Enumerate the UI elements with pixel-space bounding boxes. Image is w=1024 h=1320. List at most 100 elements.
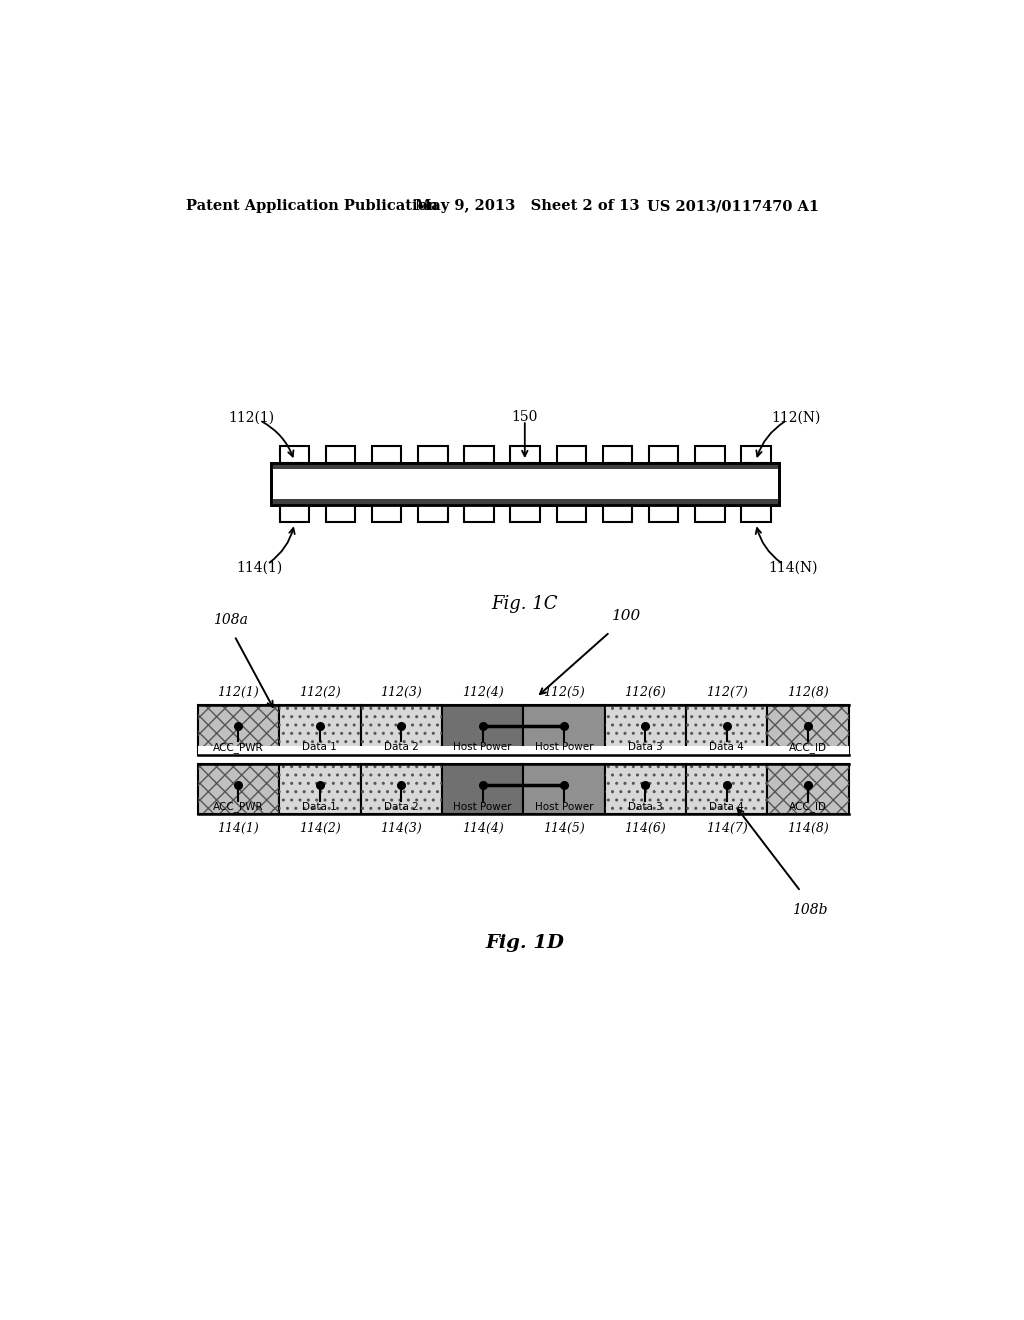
Bar: [741, 506, 771, 521]
Bar: [767, 705, 849, 755]
Bar: [604, 705, 686, 755]
Text: 114(1): 114(1): [237, 560, 283, 574]
Bar: [280, 446, 309, 462]
Text: 114(N): 114(N): [768, 560, 818, 574]
Text: May 9, 2013   Sheet 2 of 13: May 9, 2013 Sheet 2 of 13: [415, 199, 639, 213]
Text: Host Power: Host Power: [454, 801, 512, 812]
Bar: [360, 705, 442, 755]
Bar: [326, 446, 355, 462]
Bar: [510, 446, 540, 462]
Text: Host Power: Host Power: [535, 742, 593, 752]
Text: Fig. 1C: Fig. 1C: [492, 595, 558, 612]
Bar: [604, 764, 686, 814]
Bar: [418, 446, 447, 462]
Text: 114(5): 114(5): [543, 822, 585, 836]
Text: Data 1: Data 1: [302, 801, 337, 812]
Text: Data 4: Data 4: [710, 742, 744, 752]
Bar: [372, 446, 401, 462]
Bar: [280, 506, 309, 521]
Text: Data 3: Data 3: [628, 742, 663, 752]
Bar: [686, 764, 767, 814]
Bar: [686, 764, 767, 814]
Text: Patent Application Publication: Patent Application Publication: [186, 199, 438, 213]
Bar: [360, 705, 442, 755]
Bar: [326, 506, 355, 521]
Bar: [372, 506, 401, 521]
Text: Host Power: Host Power: [454, 742, 512, 752]
Bar: [198, 746, 849, 755]
Text: 108a: 108a: [213, 612, 248, 627]
Bar: [360, 764, 442, 814]
Bar: [271, 499, 779, 506]
Bar: [198, 705, 280, 755]
Bar: [280, 705, 360, 755]
Text: 114(1): 114(1): [217, 822, 259, 836]
Bar: [271, 462, 779, 469]
Text: 112(N): 112(N): [771, 411, 821, 424]
Bar: [271, 462, 779, 506]
Bar: [767, 705, 849, 755]
Bar: [603, 446, 632, 462]
Bar: [442, 705, 523, 755]
Text: 114(8): 114(8): [787, 822, 829, 836]
Text: 112(5): 112(5): [543, 686, 585, 700]
Text: ACC_ID: ACC_ID: [790, 742, 827, 752]
Text: ACC_ID: ACC_ID: [790, 801, 827, 812]
Text: Data 1: Data 1: [302, 742, 337, 752]
Text: ACC_PWR: ACC_PWR: [213, 801, 264, 812]
Bar: [741, 446, 771, 462]
Text: 112(8): 112(8): [787, 686, 829, 700]
Bar: [523, 764, 604, 814]
Bar: [280, 764, 360, 814]
Text: 112(3): 112(3): [380, 686, 422, 700]
Text: Data 4: Data 4: [710, 801, 744, 812]
Text: 108b: 108b: [793, 903, 827, 917]
Text: US 2013/0117470 A1: US 2013/0117470 A1: [647, 199, 819, 213]
Bar: [557, 446, 586, 462]
Bar: [523, 705, 604, 755]
Text: Data 2: Data 2: [384, 801, 419, 812]
Text: 112(2): 112(2): [299, 686, 341, 700]
Text: 114(7): 114(7): [706, 822, 748, 836]
Text: 112(1): 112(1): [217, 686, 259, 700]
Bar: [464, 506, 494, 521]
Bar: [360, 764, 442, 814]
Text: 112(4): 112(4): [462, 686, 504, 700]
Bar: [464, 446, 494, 462]
Bar: [767, 764, 849, 814]
Text: Data 2: Data 2: [384, 742, 419, 752]
Text: 114(4): 114(4): [462, 822, 504, 836]
Bar: [418, 506, 447, 521]
Text: 112(1): 112(1): [228, 411, 274, 424]
Text: 112(6): 112(6): [625, 686, 667, 700]
Text: Host Power: Host Power: [535, 801, 593, 812]
Text: ACC_PWR: ACC_PWR: [213, 742, 264, 752]
Bar: [649, 446, 678, 462]
Text: 150: 150: [512, 411, 538, 424]
Text: 114(2): 114(2): [299, 822, 341, 836]
Bar: [557, 506, 586, 521]
Bar: [280, 764, 360, 814]
Bar: [695, 506, 725, 521]
Bar: [767, 764, 849, 814]
Bar: [604, 764, 686, 814]
Text: Data 3: Data 3: [628, 801, 663, 812]
Bar: [271, 462, 779, 506]
Bar: [442, 764, 523, 814]
Text: 114(6): 114(6): [625, 822, 667, 836]
Bar: [198, 764, 280, 814]
Text: Fig. 1D: Fig. 1D: [485, 933, 564, 952]
Bar: [280, 705, 360, 755]
Bar: [695, 446, 725, 462]
Bar: [603, 506, 632, 521]
Text: 112(7): 112(7): [706, 686, 748, 700]
Bar: [686, 705, 767, 755]
Bar: [649, 506, 678, 521]
Bar: [686, 705, 767, 755]
Bar: [604, 705, 686, 755]
Text: 114(3): 114(3): [380, 822, 422, 836]
Bar: [198, 705, 280, 755]
Text: 100: 100: [612, 609, 642, 623]
Bar: [198, 764, 280, 814]
Bar: [510, 506, 540, 521]
